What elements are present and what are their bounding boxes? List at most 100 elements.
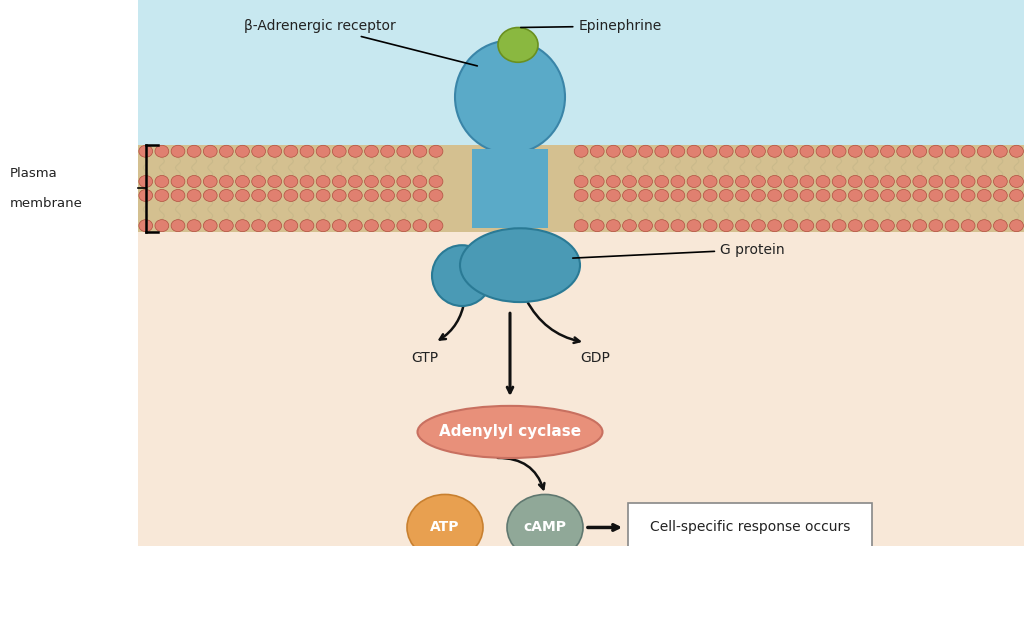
Circle shape [962, 189, 975, 201]
Circle shape [300, 189, 314, 201]
Circle shape [413, 189, 427, 201]
Circle shape [768, 175, 781, 187]
Circle shape [783, 220, 798, 231]
Circle shape [397, 175, 411, 187]
Circle shape [381, 175, 394, 187]
Circle shape [623, 189, 636, 201]
Circle shape [429, 175, 443, 187]
Circle shape [252, 175, 265, 187]
Circle shape [833, 220, 846, 231]
Circle shape [591, 175, 604, 187]
Circle shape [381, 189, 394, 201]
Circle shape [268, 175, 282, 187]
Circle shape [912, 189, 927, 201]
Circle shape [671, 175, 685, 187]
Circle shape [155, 145, 169, 157]
Circle shape [498, 28, 538, 62]
Bar [472, 149, 548, 228]
Circle shape [591, 220, 604, 231]
Circle shape [993, 145, 1008, 157]
Circle shape [752, 145, 765, 157]
Circle shape [912, 220, 927, 231]
Bar [138, 145, 1024, 232]
FancyBboxPatch shape [628, 503, 872, 552]
Circle shape [735, 145, 750, 157]
Text: Phosphodiesterase: Phosphodiesterase [590, 599, 740, 613]
Circle shape [252, 220, 265, 231]
Circle shape [300, 145, 314, 157]
Circle shape [671, 220, 685, 231]
Ellipse shape [455, 40, 565, 153]
Circle shape [219, 145, 233, 157]
Circle shape [316, 175, 330, 187]
Circle shape [752, 175, 765, 187]
Circle shape [654, 189, 669, 201]
Circle shape [703, 189, 717, 201]
Circle shape [977, 189, 991, 201]
Circle shape [219, 220, 233, 231]
Circle shape [397, 220, 411, 231]
Circle shape [139, 189, 153, 201]
Circle shape [977, 145, 991, 157]
Circle shape [864, 145, 879, 157]
Circle shape [623, 175, 636, 187]
Circle shape [864, 189, 879, 201]
Circle shape [848, 145, 862, 157]
Circle shape [993, 220, 1008, 231]
Circle shape [268, 220, 282, 231]
Circle shape [912, 145, 927, 157]
Circle shape [155, 175, 169, 187]
Circle shape [333, 145, 346, 157]
Circle shape [993, 175, 1008, 187]
Circle shape [236, 220, 250, 231]
Circle shape [574, 145, 588, 157]
Circle shape [962, 220, 975, 231]
Circle shape [783, 175, 798, 187]
Text: G protein: G protein [572, 243, 784, 258]
Circle shape [300, 175, 314, 187]
Circle shape [639, 189, 652, 201]
Circle shape [945, 145, 958, 157]
Circle shape [155, 189, 169, 201]
Text: Cell-specific response occurs: Cell-specific response occurs [650, 520, 850, 535]
Text: Plasma: Plasma [10, 167, 57, 180]
Bar [0, 0, 1024, 145]
Circle shape [381, 145, 394, 157]
Circle shape [977, 175, 991, 187]
Circle shape [654, 175, 669, 187]
Circle shape [800, 220, 814, 231]
Circle shape [897, 175, 910, 187]
Circle shape [457, 599, 534, 629]
Circle shape [735, 175, 750, 187]
Circle shape [864, 220, 879, 231]
Circle shape [574, 220, 588, 231]
Circle shape [897, 145, 910, 157]
Circle shape [945, 175, 958, 187]
Circle shape [768, 189, 781, 201]
Circle shape [962, 145, 975, 157]
Circle shape [768, 220, 781, 231]
Circle shape [1010, 189, 1023, 201]
Circle shape [929, 175, 943, 187]
Circle shape [348, 145, 362, 157]
Bar [0, 0, 138, 547]
Circle shape [284, 175, 298, 187]
Circle shape [187, 145, 201, 157]
Ellipse shape [418, 406, 602, 458]
Circle shape [929, 145, 943, 157]
Circle shape [816, 145, 829, 157]
Circle shape [897, 189, 910, 201]
Circle shape [639, 145, 652, 157]
Text: Adenylyl cyclase: Adenylyl cyclase [439, 425, 581, 440]
Circle shape [993, 189, 1008, 201]
Circle shape [429, 145, 443, 157]
Circle shape [171, 220, 185, 231]
Circle shape [284, 220, 298, 231]
Circle shape [639, 220, 652, 231]
Circle shape [912, 175, 927, 187]
Circle shape [816, 220, 829, 231]
Circle shape [654, 220, 669, 231]
Circle shape [783, 145, 798, 157]
Circle shape [171, 145, 185, 157]
Circle shape [816, 189, 829, 201]
